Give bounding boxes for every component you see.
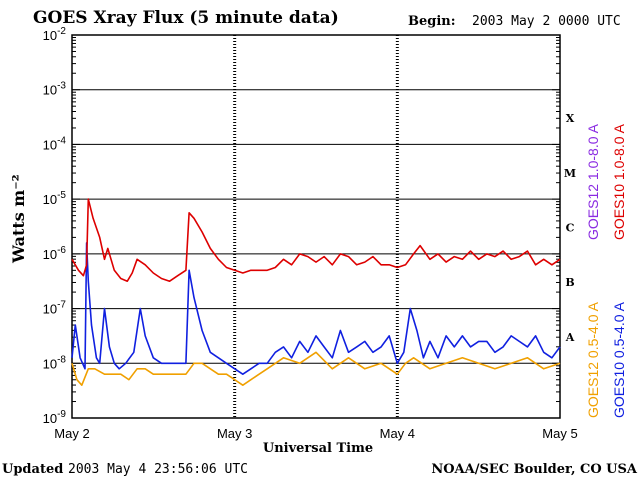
day-dividers xyxy=(233,35,399,418)
y-tick-labels: 10-9 10-8 10-7 10-6 10-5 10-4 10-3 10-2 xyxy=(43,26,67,426)
flare-class-label: X xyxy=(566,112,575,125)
y-axis-label: Watts m⁻² xyxy=(9,174,28,264)
flare-class-label: M xyxy=(564,167,576,180)
flare-class-label: A xyxy=(565,331,575,344)
begin-label: Begin: xyxy=(408,14,456,29)
grid-lines xyxy=(72,89,560,364)
x-tick-label: May 3 xyxy=(217,426,252,441)
legend-entry: GOES12 1.0-8.0 A xyxy=(585,123,601,240)
y-tick-label: 10-6 xyxy=(43,245,67,262)
x-tick-label: May 2 xyxy=(54,426,89,441)
legend-entry: GOES10 0.5-4.0 A xyxy=(611,301,627,418)
flare-class-labels: X M C B A xyxy=(564,112,576,344)
flare-class-label: B xyxy=(565,276,574,289)
x-tick-label: May 5 xyxy=(542,426,577,441)
y-tick-label: 10-7 xyxy=(43,300,67,317)
series-line xyxy=(71,351,561,386)
plot-border xyxy=(71,34,561,419)
flare-class-label: C xyxy=(566,222,575,235)
x-axis-label: Universal Time xyxy=(263,441,373,456)
updated-label: Updated xyxy=(2,462,63,477)
x-tick-labels: May 2 May 3 May 4 May 5 xyxy=(54,426,577,441)
updated-value: 2003 May 4 23:56:06 UTC xyxy=(68,462,248,477)
series-line xyxy=(71,198,561,282)
begin-value: 2003 May 2 0000 UTC xyxy=(472,14,621,29)
legend-entry: GOES12 0.5-4.0 A xyxy=(585,301,601,418)
y-tick-label: 10-5 xyxy=(43,190,67,207)
chart-title: GOES Xray Flux (5 minute data) xyxy=(33,8,339,28)
y-tick-label: 10-4 xyxy=(43,135,67,152)
series-line xyxy=(71,242,561,375)
x-tick-label: May 4 xyxy=(380,426,415,441)
y-tick-label: 10-3 xyxy=(43,81,67,98)
plot-frame xyxy=(71,34,561,419)
series-layer xyxy=(71,198,561,386)
y-tick-label: 10-9 xyxy=(43,409,67,426)
legend-entry: GOES10 1.0-8.0 A xyxy=(611,123,627,240)
y-tick-label: 10-8 xyxy=(43,354,67,371)
legend: GOES12 1.0-8.0 A GOES10 1.0-8.0 A GOES12 0… xyxy=(585,123,627,418)
credit-text: NOAA/SEC Boulder, CO USA xyxy=(431,462,638,477)
y-tick-label: 10-2 xyxy=(43,26,67,43)
